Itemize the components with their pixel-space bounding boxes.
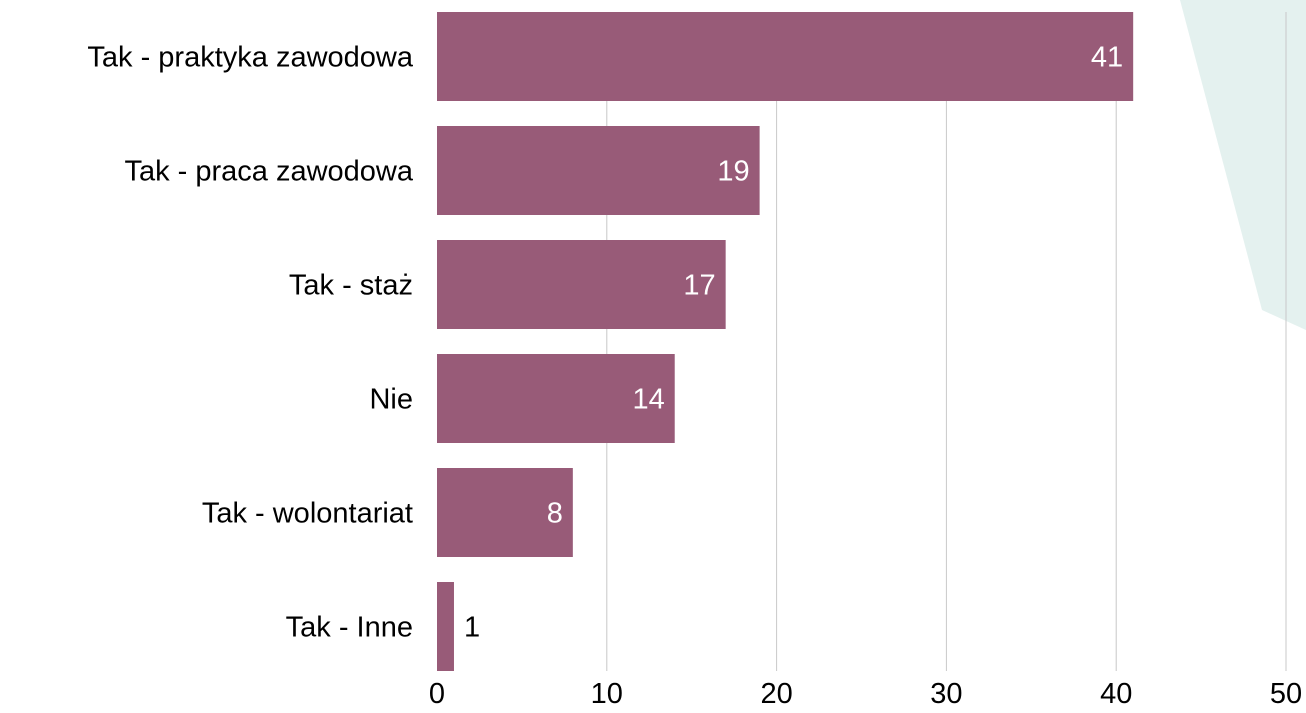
x-tick-label: 50	[1270, 678, 1302, 710]
data-label: 19	[717, 156, 749, 188]
value-labels: 41 19 17 14 8 1	[464, 42, 1123, 644]
category-label: Tak - staż	[289, 270, 413, 302]
category-labels: Tak - praktyka zawodowa Tak - praca zawod…	[87, 42, 413, 644]
bar	[437, 354, 675, 443]
category-label: Tak - wolontariat	[202, 498, 413, 530]
data-label: 41	[1091, 42, 1123, 74]
x-tick-label: 40	[1100, 678, 1132, 710]
bars	[437, 12, 1134, 671]
gridlines	[606, 12, 1287, 671]
x-axis-tick-labels: 0 10 20 30 40 50	[429, 678, 1302, 710]
data-label: 1	[464, 612, 480, 644]
category-label: Tak - praca zawodowa	[124, 156, 413, 188]
data-label: 14	[632, 384, 664, 416]
category-label: Tak - praktyka zawodowa	[87, 42, 413, 74]
x-tick-label: 30	[930, 678, 962, 710]
background-shape	[1180, 0, 1306, 330]
data-label: 17	[683, 270, 715, 302]
bar	[437, 126, 760, 215]
category-label: Tak - Inne	[286, 612, 413, 644]
x-tick-label: 10	[591, 678, 623, 710]
bar	[437, 12, 1134, 101]
bar	[437, 468, 573, 557]
x-tick-label: 0	[429, 678, 445, 710]
bar	[437, 240, 726, 329]
data-label: 8	[547, 498, 563, 530]
x-tick-label: 20	[760, 678, 792, 710]
bar	[437, 582, 454, 671]
category-label: Nie	[369, 384, 413, 416]
